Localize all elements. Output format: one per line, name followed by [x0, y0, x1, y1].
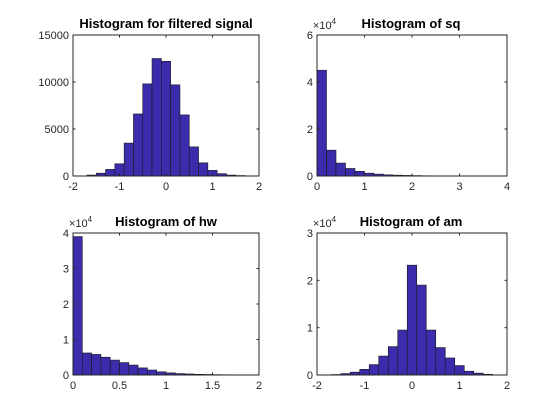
histogram-bar [179, 114, 190, 177]
y-exponent-label: ×104 [69, 215, 93, 230]
histogram-bar [105, 169, 116, 177]
histogram-bars [86, 58, 246, 177]
histogram-bar [425, 329, 437, 376]
histogram-bar [463, 370, 475, 376]
histogram-bar [335, 162, 346, 177]
x-tick-label: 0 [163, 181, 169, 193]
subplot-hw: Histogram of hw 0 0.5 1 1.5 2 0 1 2 3 4×104 [63, 214, 262, 392]
x-tick-label: 4 [504, 181, 510, 193]
x-tick-label: -1 [115, 181, 125, 193]
subplot-filtered-signal: Histogram for filtered signal -2 -1 0 1 2 0 50… [38, 16, 262, 193]
y-tick-label: 15000 [38, 30, 69, 42]
axes-frame [72, 232, 260, 376]
y-exponent-label: ×104 [313, 215, 337, 230]
subplot-sq: Histogram of sq 0 1 2 3 4 0 2 4 6×104 [307, 16, 510, 193]
histogram-bar [147, 369, 157, 376]
y-tick-label: 0 [63, 370, 69, 382]
x-tick-label: 1 [163, 380, 169, 392]
y-tick-label: 10000 [38, 77, 69, 89]
histogram-bar [142, 83, 153, 177]
histogram-bar [416, 284, 427, 376]
subplot-am: Histogram of am -2 -1 0 1 2 0 1 2 3×104 [307, 214, 510, 392]
histogram-bar [326, 149, 337, 177]
x-tick-label: 2 [256, 181, 262, 193]
histogram-bar [387, 346, 399, 376]
histogram-bar [133, 113, 144, 177]
histogram-bar [161, 61, 171, 177]
histogram-bar [123, 142, 134, 177]
x-tick-label: 3 [456, 181, 462, 193]
y-tick-label: 0 [307, 370, 313, 382]
x-tick-label: 2 [409, 181, 415, 193]
x-tick-label: 2 [256, 380, 262, 392]
histogram-bar [128, 364, 139, 376]
x-tick-label: -2 [68, 181, 78, 193]
x-tick-label: 0 [314, 181, 320, 193]
histogram-bar [435, 347, 446, 376]
x-tick-label: -2 [312, 380, 322, 392]
subplot-title: Histogram of sq [362, 16, 461, 31]
histogram-bar [151, 58, 162, 177]
histogram-bar [198, 162, 209, 177]
y-tick-label: 1 [307, 323, 313, 335]
y-tick-label: 0 [307, 171, 313, 183]
histogram-bar [119, 362, 130, 376]
y-tick-label: 2 [307, 124, 313, 136]
x-tick-label: 2 [504, 380, 510, 392]
histogram-bar [137, 367, 148, 376]
y-exponent-label: ×104 [313, 17, 337, 32]
histogram-bar [444, 357, 456, 376]
y-tick-label: 6 [307, 30, 313, 42]
y-tick-label: 3 [63, 264, 69, 276]
y-tick-label: 1 [63, 335, 69, 347]
histogram-bar [170, 84, 181, 177]
x-tick-label: -1 [360, 380, 370, 392]
x-tick-label: 1 [209, 181, 215, 193]
x-tick-label: 0.5 [112, 380, 127, 392]
x-tick-label: 1 [456, 380, 462, 392]
histogram-bar [188, 146, 199, 177]
histogram-bar [316, 69, 327, 177]
histogram-bar [100, 356, 111, 376]
y-tick-label: 5000 [45, 124, 69, 136]
histogram-bar [345, 168, 356, 177]
histogram-bar [397, 329, 408, 376]
histogram-bar [72, 236, 83, 376]
histogram-bar [406, 264, 418, 376]
histogram-bar [109, 359, 120, 376]
x-tick-label: 1 [361, 181, 367, 193]
axes-frame [316, 34, 508, 177]
histogram-bar [82, 352, 92, 376]
histogram-bar [378, 355, 389, 376]
subplot-title: Histogram of am [360, 214, 463, 229]
x-tick-label: 1.5 [205, 380, 220, 392]
y-tick-label: 4 [307, 77, 313, 89]
histogram-bar [91, 354, 102, 376]
y-tick-label: 0 [63, 171, 69, 183]
x-tick-label: 0 [409, 380, 415, 392]
subplot-title: Histogram for filtered signal [79, 16, 252, 31]
y-tick-label: 4 [63, 228, 69, 240]
y-tick-label: 3 [307, 228, 313, 240]
y-tick-label: 2 [307, 275, 313, 287]
x-tick-label: 0 [70, 380, 76, 392]
histogram-bar [354, 171, 365, 177]
y-tick-label: 2 [63, 299, 69, 311]
histogram-bar [368, 364, 380, 376]
subplot-title: Histogram of hw [115, 214, 218, 229]
